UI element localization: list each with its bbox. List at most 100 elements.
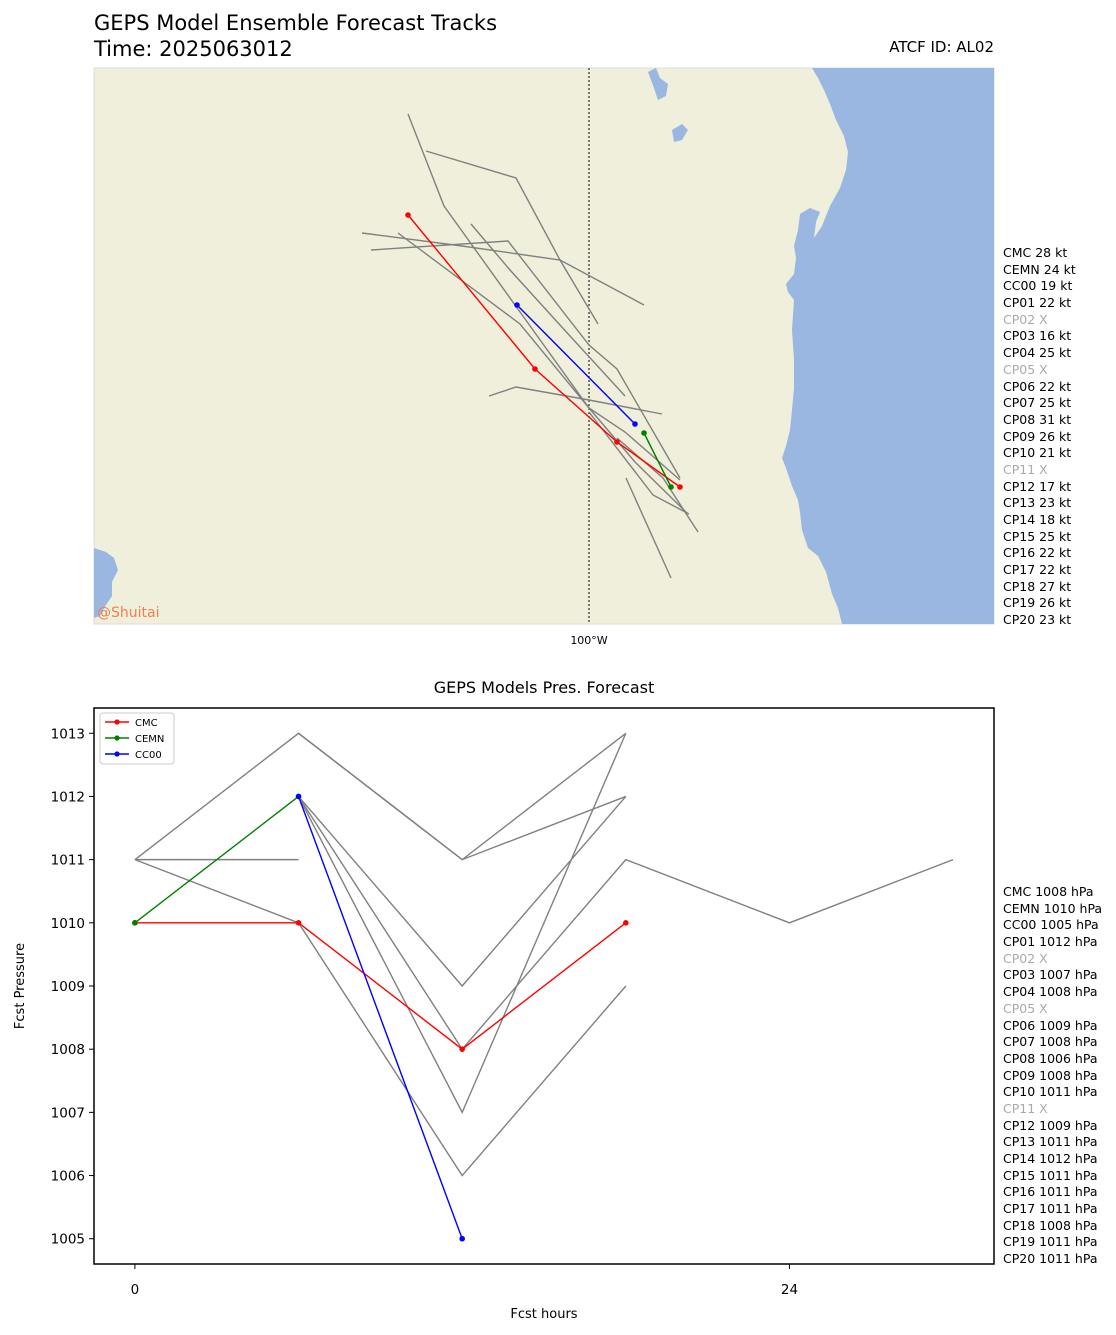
track-item: CP19 26 kt	[1003, 595, 1072, 611]
map-gulf-water	[782, 68, 994, 624]
cmc-point	[623, 920, 629, 926]
chart-title: GEPS Models Pres. Forecast	[434, 678, 655, 697]
cemn-series-line	[134, 795, 299, 924]
pressure-item: CP14 1012 hPa	[1003, 1151, 1098, 1166]
track-item: CP13 23 kt	[1003, 495, 1072, 511]
pressure-list: CMC 1008 hPa CEMN 1010 hPa CC00 1005 hPa CP…	[1003, 884, 1102, 1268]
cmc-track	[407, 214, 681, 488]
y-tick-label: 1009	[51, 979, 85, 995]
track-item: CMC 28 kt	[1003, 245, 1068, 260]
pressure-item: CP18 1008 hPa	[1003, 1217, 1098, 1233]
x-tick-label: 24	[781, 1282, 798, 1298]
chart-legend: CMC CEMN CC00	[99, 712, 175, 765]
pressure-item: CP01 1012 hPa	[1003, 934, 1098, 950]
pressure-item: CP15 1011 hPa	[1003, 1167, 1098, 1183]
plot-frame	[93, 707, 995, 1265]
cmc-point	[132, 920, 138, 926]
title-line: GEPS Model Ensemble Forecast Tracks	[94, 11, 498, 35]
member-track	[407, 113, 681, 481]
pressure-item: CP04 1008 hPa	[1003, 984, 1098, 1000]
pressure-item: CP19 1011 hPa	[1003, 1234, 1098, 1250]
member-track	[588, 411, 690, 515]
cemn-track-point	[641, 430, 647, 436]
pressure-item: CP11 X	[1003, 1100, 1048, 1116]
y-tick-label: 1007	[51, 1105, 85, 1121]
cmc-track-point	[677, 484, 683, 490]
legend-label: CEMN	[135, 734, 164, 745]
track-item: CC00 19 kt	[1003, 278, 1073, 294]
cc00-point	[459, 1235, 465, 1242]
pressure-item: CP16 1011 hPa	[1003, 1184, 1098, 1200]
track-item: CP16 22 kt	[1003, 545, 1072, 561]
member-series-line	[298, 732, 627, 861]
cemn-point	[132, 920, 138, 926]
cmc-track-point	[614, 439, 620, 445]
map-pacific-water	[94, 548, 118, 618]
member-track	[616, 437, 699, 533]
track-item: CP18 27 kt	[1003, 578, 1072, 594]
pressure-item: CP02 X	[1003, 950, 1048, 966]
legend-marker	[114, 735, 120, 741]
member-track	[625, 477, 672, 579]
member-series-line	[297, 796, 954, 1051]
cc00-point	[295, 793, 302, 800]
y-tick-label: 1011	[51, 853, 85, 869]
member-series-line	[297, 732, 627, 1114]
member-track	[425, 150, 599, 325]
pressure-item: CP20 1011 hPa	[1003, 1251, 1098, 1267]
track-item: CP09 26 kt	[1003, 428, 1072, 444]
cemn-track-point	[668, 484, 674, 490]
figure-title: GEPS Model Ensemble Forecast Tracks Time…	[94, 10, 497, 62]
track-item: CP07 25 kt	[1003, 395, 1072, 411]
atcf-id: ATCF ID: AL02	[889, 38, 994, 56]
pressure-item: CP05 X	[1003, 1000, 1048, 1016]
y-tick-label: 1005	[51, 1232, 85, 1248]
track-item: CEMN 24 kt	[1003, 261, 1076, 277]
ensemble-tracks	[361, 113, 699, 579]
cmc-series-line	[134, 922, 627, 1051]
track-item: CP06 22 kt	[1003, 378, 1072, 394]
y-axis-label: Fcst Pressure	[13, 943, 28, 1029]
track-item: CP08 31 kt	[1003, 411, 1072, 427]
pressure-item: CEMN 1010 hPa	[1003, 900, 1103, 916]
y-tick-label: 1013	[51, 726, 85, 742]
member-series-line	[134, 858, 627, 1177]
track-item: CP01 22 kt	[1003, 295, 1072, 311]
track-item: CP05 X	[1003, 361, 1048, 377]
legend-marker	[114, 751, 120, 757]
track-item: CP14 18 kt	[1003, 512, 1072, 527]
pressure-item: CP08 1006 hPa	[1003, 1050, 1098, 1066]
cemn-track	[643, 432, 672, 488]
track-item: CP10 21 kt	[1003, 445, 1072, 461]
pressure-item: CP13 1011 hPa	[1003, 1134, 1098, 1150]
pressure-item: CP03 1007 hPa	[1003, 967, 1098, 983]
track-item: CP12 17 kt	[1003, 478, 1072, 494]
x-axis-label: Fcst hours	[510, 1307, 577, 1322]
member-track	[361, 232, 645, 306]
cc00-track-point	[632, 421, 638, 427]
cc00-track-point	[514, 302, 520, 308]
track-item: CP03 16 kt	[1003, 328, 1072, 344]
watermark: @Shuitai	[97, 605, 159, 621]
cemn-point	[295, 793, 302, 800]
track-item: CP11 X	[1003, 461, 1048, 477]
axis-ticks: 1005 1006 1007 1008 1009 1010 1011 1012 1013 0 24	[51, 726, 798, 1298]
y-tick-label: 1010	[51, 916, 85, 932]
y-tick-label: 1008	[51, 1042, 85, 1058]
pressure-item: CP10 1011 hPa	[1003, 1084, 1098, 1100]
track-item: CP02 X	[1003, 311, 1048, 327]
track-item: CP04 25 kt	[1003, 345, 1072, 361]
pressure-item: CP17 1011 hPa	[1003, 1201, 1098, 1217]
legend-frame	[99, 712, 175, 765]
y-tick-label: 1006	[51, 1169, 85, 1185]
y-tick-label: 1012	[51, 789, 85, 805]
member-track	[370, 240, 681, 479]
track-item: CP20 23 kt	[1003, 612, 1072, 628]
cmc-point	[459, 1046, 465, 1052]
cc00-series-line	[297, 796, 463, 1239]
legend-label: CC00	[135, 750, 162, 761]
cc00-track	[516, 304, 636, 425]
pressure-item: CP09 1008 hPa	[1003, 1067, 1098, 1083]
map-lake	[672, 124, 688, 142]
track-item: CP15 25 kt	[1003, 528, 1072, 544]
